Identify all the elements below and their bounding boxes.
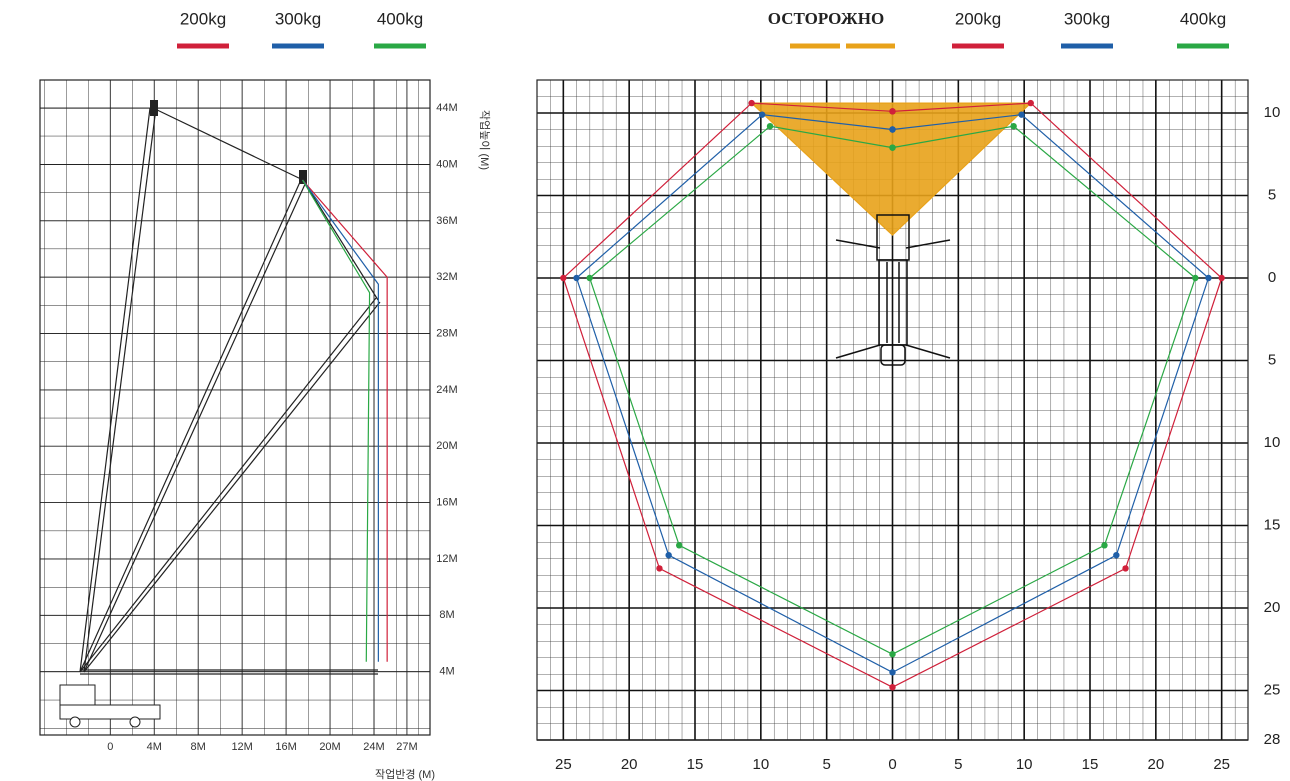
- vertex-point: [1101, 542, 1108, 549]
- y-tick-label: 28M: [436, 327, 457, 339]
- x-tick-label: 0: [888, 756, 896, 773]
- y-tick-label: 5: [1268, 186, 1276, 203]
- boom-drawing: [59, 100, 381, 728]
- x-tick-label: 10: [752, 756, 769, 773]
- x-tick-label: 20: [621, 756, 638, 773]
- x-tick-label: 15: [1082, 756, 1099, 773]
- y-tick-label: 20M: [436, 440, 457, 452]
- y-tick-label: 32M: [436, 271, 457, 283]
- legend-label: ОСТОРОЖНО: [768, 9, 884, 28]
- x-tick-label: 8M: [191, 741, 206, 753]
- vertex-point: [665, 552, 672, 559]
- y-axis-title: 작업높이 (M): [478, 110, 491, 170]
- y-tick-label: 10: [1264, 104, 1281, 121]
- plot-border: [39, 79, 431, 736]
- legend-label: 200kg: [180, 9, 226, 28]
- text-layer: 0 4M 8M 12M 16M 20M 24M 27M 4M 8M 12M 16M 20M 24M 28M 3…: [107, 9, 1280, 781]
- legend-label: 400kg: [377, 9, 423, 28]
- vertex-point: [889, 684, 896, 691]
- vertex-point: [758, 111, 766, 118]
- y-tick-label: 4M: [439, 666, 454, 678]
- vertex-point: [889, 126, 896, 133]
- range-line: [302, 179, 388, 662]
- y-tick-label: 20: [1264, 599, 1281, 616]
- series-layer: [302, 99, 1225, 691]
- x-tick-label: 12M: [231, 741, 252, 753]
- minor-grid: [40, 80, 430, 735]
- x-tick-label: 16M: [275, 741, 296, 753]
- x-tick-label: 27M: [396, 741, 417, 753]
- y-tick-label: 28: [1264, 731, 1281, 748]
- vertex-point: [1122, 565, 1129, 572]
- y-tick-label: 44M: [436, 102, 457, 114]
- vertex-point: [1010, 123, 1017, 130]
- vertex-point: [1192, 274, 1199, 282]
- x-tick-label: 25: [555, 756, 572, 773]
- y-tick-label: 8M: [439, 609, 454, 621]
- y-tick-label: 0: [1268, 269, 1276, 286]
- vertex-point: [1018, 111, 1025, 118]
- x-tick-label: 5: [822, 756, 830, 773]
- y-tick-label: 36M: [436, 215, 457, 227]
- legend-label: 400kg: [1180, 9, 1226, 28]
- y-tick-label: 25: [1264, 681, 1281, 698]
- y-tick-label: 40M: [436, 158, 457, 170]
- range-line: [302, 179, 379, 662]
- vertex-point: [1205, 274, 1212, 282]
- vertex-point: [889, 108, 896, 115]
- x-tick-label: 15: [687, 756, 704, 773]
- x-tick-label: 25: [1213, 756, 1230, 773]
- x-tick-label: 10: [1016, 756, 1033, 773]
- vertex-point: [748, 99, 755, 107]
- vertex-point: [889, 669, 896, 676]
- vertex-point: [656, 565, 663, 572]
- vertex-point: [586, 274, 593, 282]
- y-tick-label: 12M: [436, 553, 457, 565]
- x-tick-label: 24M: [363, 741, 384, 753]
- plot-border: [536, 79, 1249, 741]
- vertex-point: [573, 274, 580, 282]
- y-tick-label: 5: [1268, 351, 1276, 368]
- vertex-point: [889, 651, 896, 658]
- vertex-point: [676, 542, 683, 549]
- vertex-point: [1218, 274, 1225, 282]
- y-tick-label: 16M: [436, 496, 457, 508]
- vertex-point: [889, 144, 896, 151]
- major-grid: [39, 79, 1249, 741]
- vertex-point: [1027, 99, 1034, 107]
- x-tick-label: 0: [107, 741, 113, 753]
- vehicle-top-view: [835, 214, 951, 366]
- legend-label: 300kg: [1064, 9, 1110, 28]
- x-tick-label: 20M: [319, 741, 340, 753]
- x-tick-label: 20: [1147, 756, 1164, 773]
- x-axis-title: 작업반경 (M): [375, 768, 435, 781]
- vertex-point: [560, 274, 567, 282]
- y-tick-label: 24M: [436, 384, 457, 396]
- legend-label: 300kg: [275, 9, 321, 28]
- vertex-point: [766, 123, 774, 130]
- y-tick-label: 15: [1264, 516, 1281, 533]
- x-tick-label: 5: [954, 756, 962, 773]
- legend-label: 200kg: [955, 9, 1001, 28]
- y-tick-label: 10: [1264, 434, 1281, 451]
- range-line: [302, 179, 371, 662]
- vertex-point: [1113, 552, 1120, 559]
- x-tick-label: 4M: [147, 741, 162, 753]
